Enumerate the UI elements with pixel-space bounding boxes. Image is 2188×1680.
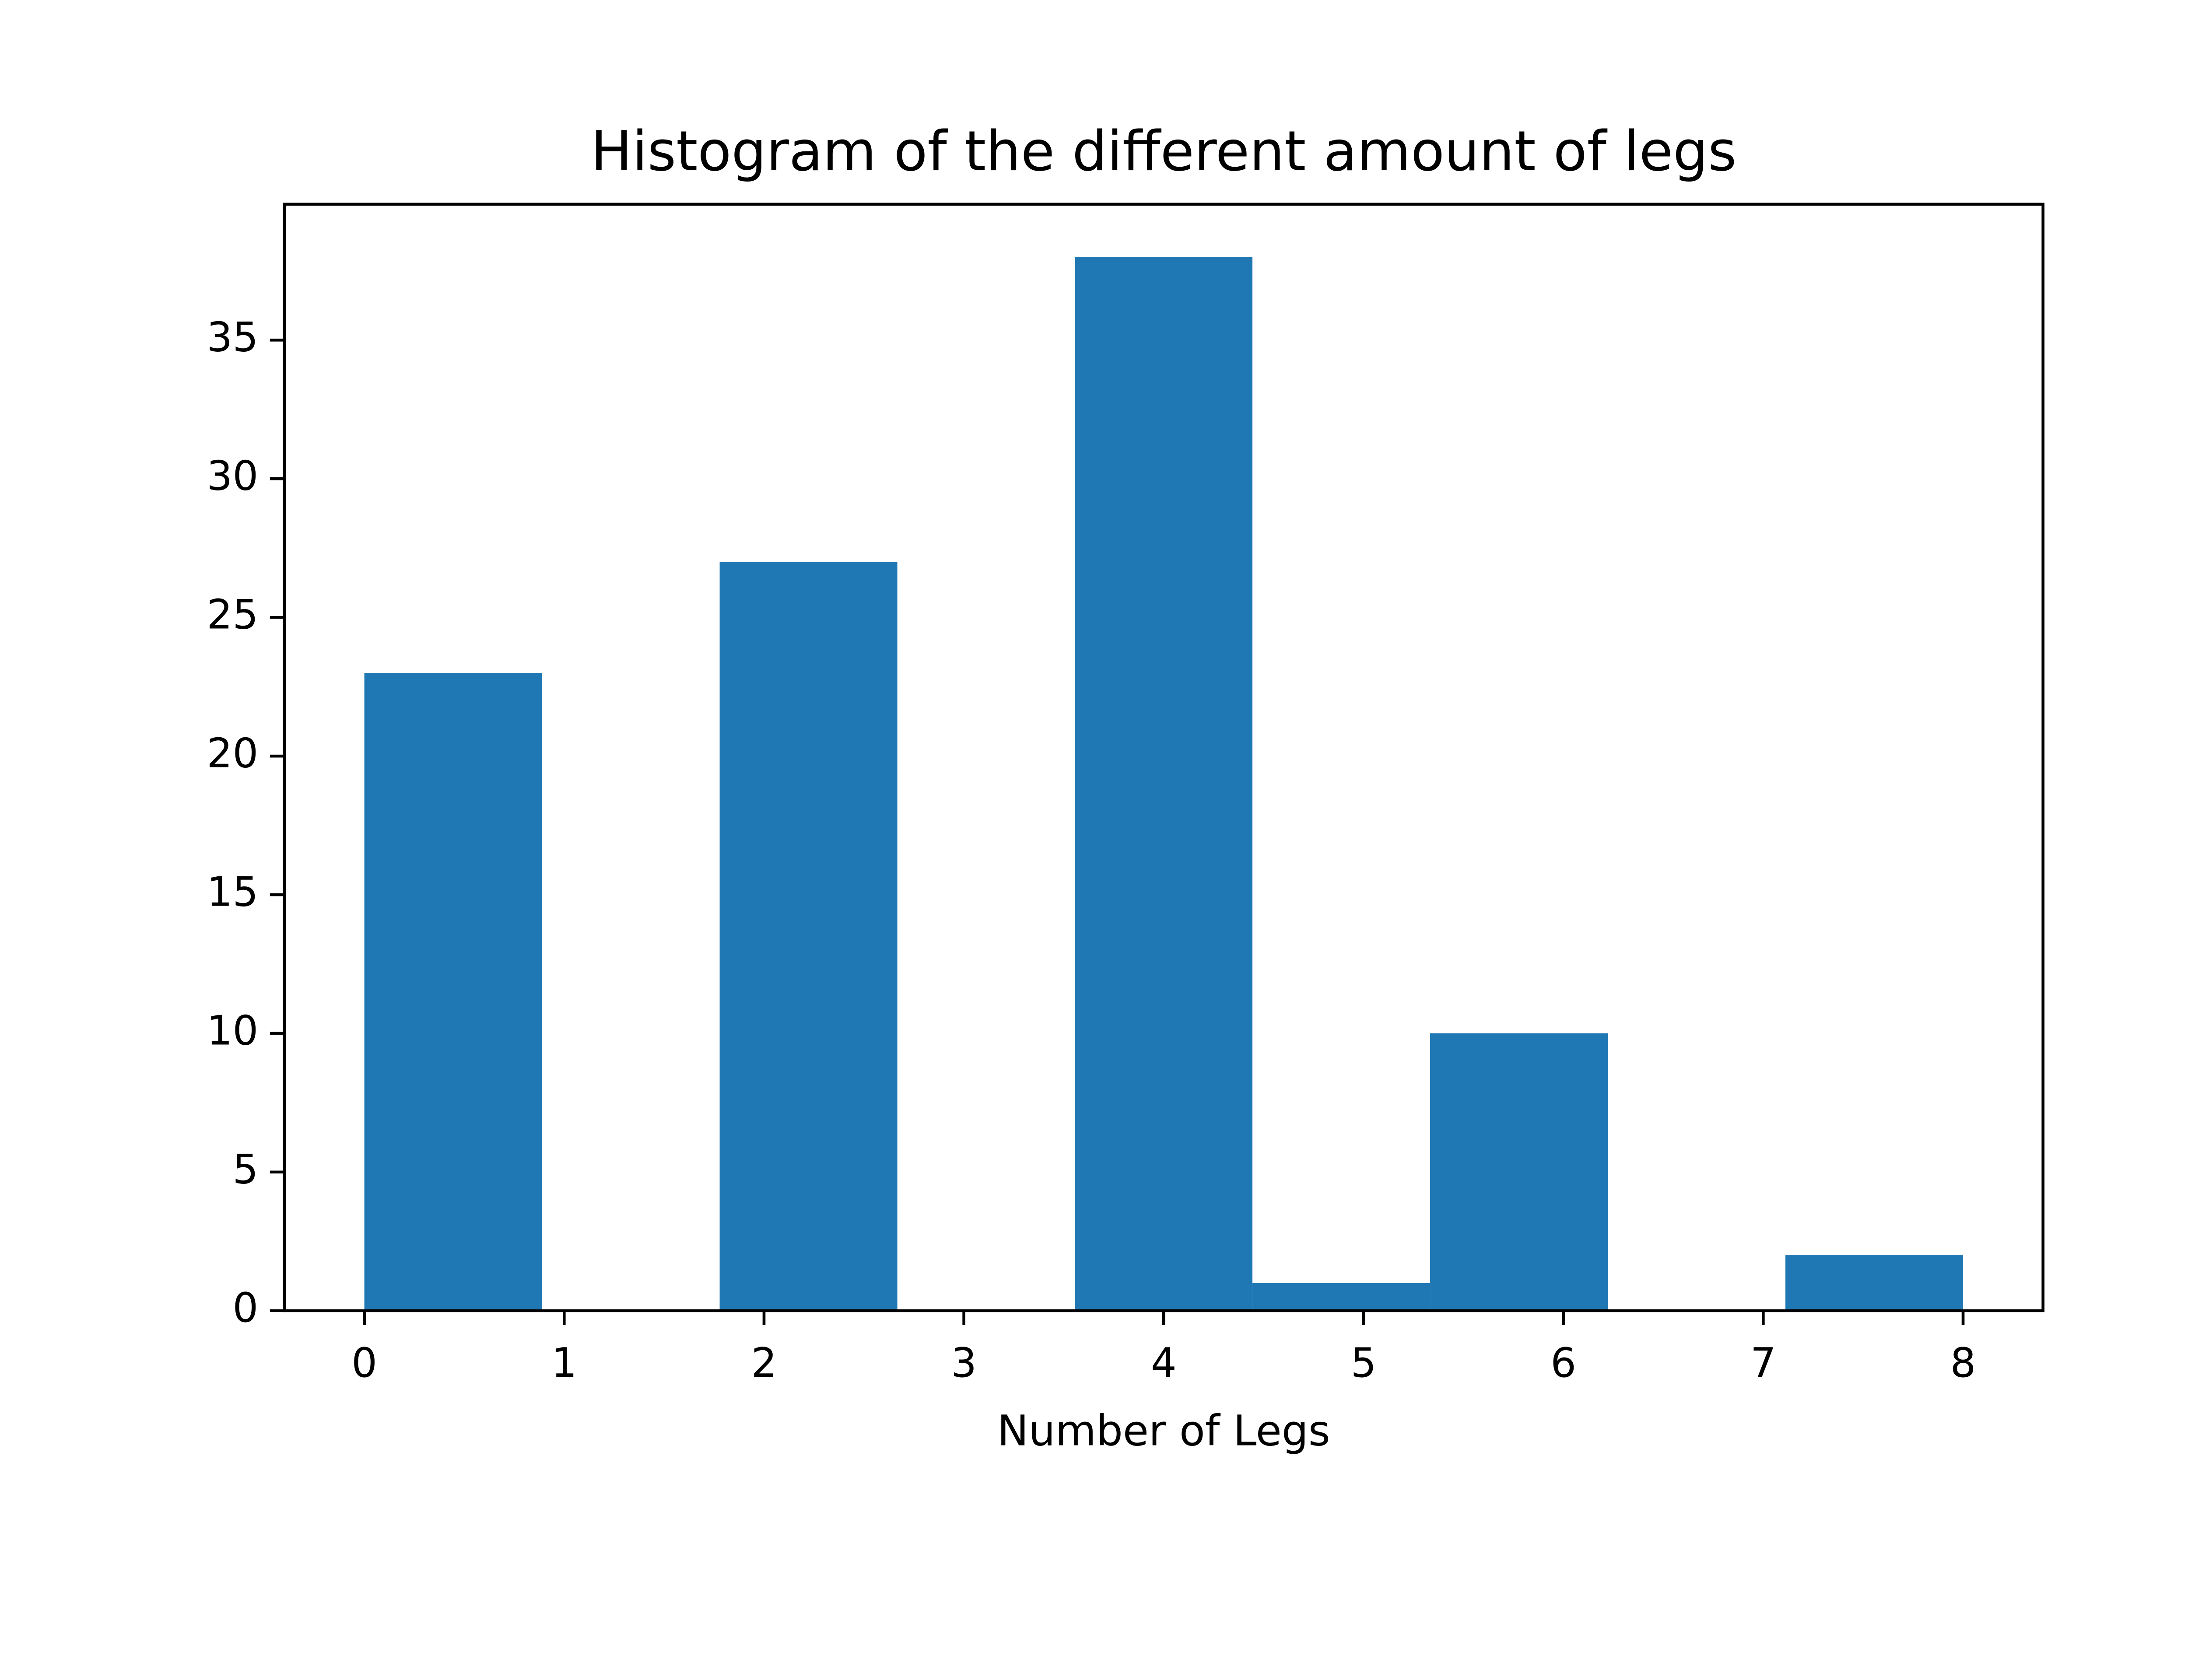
x-tick-label: 1 bbox=[551, 1339, 577, 1386]
y-tick-label: 10 bbox=[207, 1007, 258, 1054]
bar bbox=[1430, 1033, 1608, 1311]
bar bbox=[1252, 1283, 1431, 1311]
bar bbox=[364, 672, 542, 1311]
bar bbox=[719, 562, 898, 1311]
y-tick-label: 15 bbox=[207, 868, 258, 915]
x-tick-label: 2 bbox=[751, 1339, 777, 1386]
x-tick-label: 4 bbox=[1151, 1339, 1177, 1386]
x-tick-label: 5 bbox=[1351, 1339, 1377, 1386]
bar bbox=[1785, 1255, 1964, 1311]
y-tick-label: 5 bbox=[232, 1145, 258, 1193]
x-tick-label: 0 bbox=[351, 1339, 377, 1386]
chart-title: Histogram of the different amount of leg… bbox=[591, 119, 1737, 183]
y-tick-label: 35 bbox=[207, 314, 258, 361]
x-axis-label: Number of Legs bbox=[997, 1407, 1330, 1456]
y-tick-label: 30 bbox=[207, 452, 258, 500]
x-tick-label: 6 bbox=[1550, 1339, 1576, 1386]
y-tick-label: 25 bbox=[207, 591, 258, 638]
x-tick-label: 3 bbox=[951, 1339, 977, 1386]
x-tick-label: 7 bbox=[1750, 1339, 1776, 1386]
y-tick-label: 20 bbox=[207, 730, 258, 777]
x-tick-label: 8 bbox=[1950, 1339, 1976, 1386]
bar bbox=[1075, 257, 1253, 1311]
axes-frame bbox=[283, 203, 2044, 1312]
y-tick-label: 0 bbox=[232, 1284, 258, 1331]
